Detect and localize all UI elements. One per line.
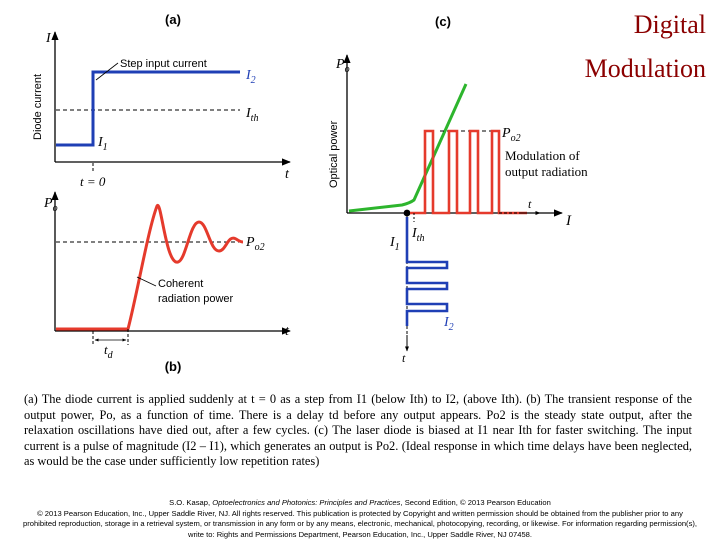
output-time-symbol: t: [528, 197, 532, 211]
step-input-pointer: [95, 62, 119, 81]
delay-label: td: [104, 342, 114, 361]
level-i2-label: I2: [245, 68, 256, 86]
output-label-line-2: output radiation: [505, 164, 588, 179]
steady-level-label: Po2: [245, 235, 265, 253]
panel-c-label: (c): [435, 14, 451, 29]
panel-b-x-symbol: t: [285, 324, 290, 339]
bias-current-label: I1: [389, 235, 400, 253]
slide-title-line-2: Modulation: [584, 54, 706, 83]
input-time-symbol: t: [402, 351, 406, 365]
panel-b-label: (b): [165, 359, 182, 374]
panel-a-ylabel: Diode current: [32, 74, 44, 140]
optical-output-pulses: [410, 129, 527, 215]
output-level-label: Po2: [501, 126, 521, 144]
panel-a-x-symbol: t: [285, 167, 290, 182]
panel-a-y-symbol: I: [45, 31, 52, 46]
modulation-figure: (a) Diode current I t Step input current…: [32, 12, 588, 374]
step-input-current-curve: [56, 70, 240, 147]
coherent-label-line-2: radiation power: [158, 293, 234, 305]
panel-a-label: (a): [165, 12, 181, 27]
panel-c-ylabel: Optical power: [328, 120, 340, 188]
step-input-label: Step input current: [120, 58, 207, 70]
credit-book-line: S.O. Kasap, Optoelectronics and Photonic…: [169, 498, 551, 507]
pulse-current-label: I2: [443, 315, 454, 333]
bias-point: [403, 209, 411, 217]
time-zero-label: t = 0: [80, 174, 106, 189]
credit-copyright-text: © 2013 Pearson Education, Inc., Upper Sa…: [22, 508, 698, 539]
coherent-radiation-power-curve: [56, 204, 244, 331]
output-label-line-1: Modulation of: [505, 148, 580, 163]
input-current-pulses: [405, 217, 449, 326]
coherent-label-line-1: Coherent: [158, 278, 203, 290]
level-ith-label: Ith: [245, 106, 258, 124]
copyright-credit: S.O. Kasap, Optoelectronics and Photonic…: [20, 498, 700, 540]
light-current-curve: [348, 83, 468, 213]
panel-c-x-symbol: I: [565, 213, 572, 229]
slide-title-line-1: Digital: [633, 10, 706, 39]
figure-caption: (a) The diode current is applied suddenl…: [24, 392, 692, 469]
threshold-current-label: Ith: [411, 226, 424, 244]
level-i1-label: I1: [97, 135, 108, 153]
coherent-pointer: [136, 276, 157, 287]
